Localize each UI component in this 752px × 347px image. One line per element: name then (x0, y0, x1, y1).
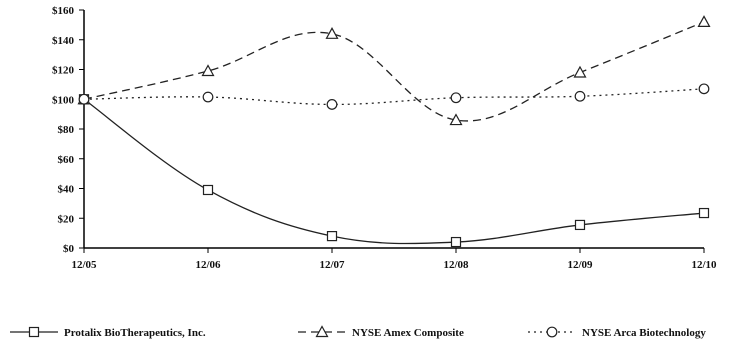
y-tick-label: $120 (52, 65, 75, 77)
data-point-series-1 (698, 207, 710, 219)
data-point-series-3 (202, 91, 214, 103)
data-point-series-2 (325, 27, 339, 39)
y-tick-label: $160 (52, 5, 75, 17)
x-tick-label: 12/08 (443, 259, 469, 271)
legend-marker-3 (546, 326, 558, 338)
data-point-series-3 (574, 90, 586, 102)
x-tick-label: 12/10 (691, 259, 717, 271)
y-tick-label: $40 (58, 184, 75, 196)
series-line-1 (83, 98, 705, 245)
data-point-series-1 (326, 231, 338, 242)
y-tick-label: $0 (63, 243, 75, 255)
data-point-series-2 (697, 15, 711, 27)
data-point-series-1 (202, 184, 214, 196)
legend-marker-1 (28, 326, 40, 338)
data-point-series-2 (201, 64, 215, 77)
data-point-series-2 (449, 113, 463, 126)
data-point-series-2 (573, 65, 587, 78)
legend-label-1: Protalix BioTherapeutics, Inc. (64, 327, 206, 339)
data-point-series-3 (78, 93, 90, 105)
y-tick-label: $140 (52, 35, 75, 47)
x-tick-label: 12/09 (567, 259, 593, 271)
legend-marker-2 (315, 325, 329, 338)
x-tick-label: 12/05 (71, 259, 97, 271)
data-point-series-3 (698, 83, 710, 95)
data-point-series-1 (450, 236, 462, 248)
series-line-2 (83, 21, 705, 122)
y-tick-label: $100 (52, 94, 75, 106)
legend-label-3: NYSE Arca Biotechnology (582, 327, 706, 339)
y-tick-label: $20 (58, 213, 75, 225)
legend-label-2: NYSE Amex Composite (352, 327, 464, 339)
x-tick-label: 12/07 (319, 259, 345, 271)
series-line-3 (83, 88, 705, 106)
data-point-series-3 (450, 92, 462, 104)
data-point-series-3 (326, 99, 338, 110)
y-tick-label: $80 (58, 124, 75, 136)
x-tick-label: 12/06 (195, 259, 221, 271)
y-tick-label: $60 (58, 154, 75, 166)
data-point-series-1 (574, 219, 586, 231)
